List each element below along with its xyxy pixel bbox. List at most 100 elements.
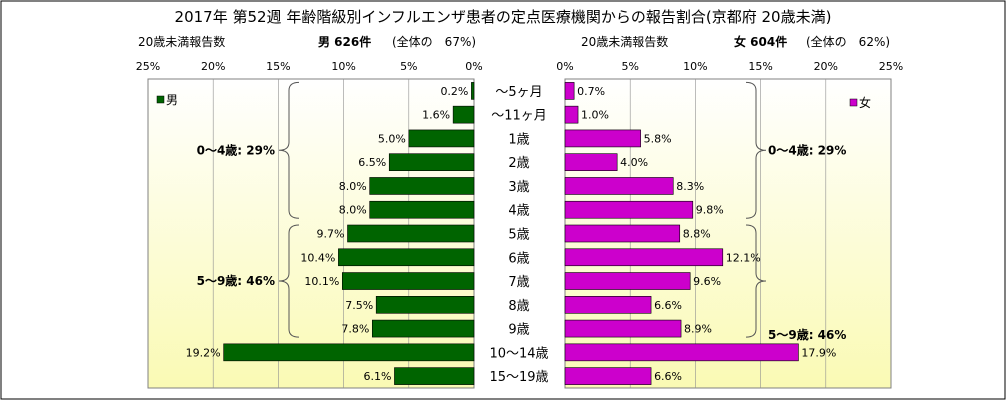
age-category-label: ～5ヶ月 bbox=[495, 85, 542, 100]
male-bar-label: 19.2% bbox=[186, 346, 221, 359]
female-bar-label: 0.7% bbox=[577, 85, 605, 98]
male-count-label: 20歳未満報告数 bbox=[138, 34, 225, 49]
age-group-brace bbox=[745, 224, 767, 338]
male-legend-label: 男 bbox=[166, 93, 178, 107]
female-bar bbox=[564, 224, 681, 243]
male-bar bbox=[223, 343, 475, 362]
male-bar-label: 10.4% bbox=[300, 251, 335, 264]
age-category-labels: ～5ヶ月 ～11ヶ月 1歳 2歳 3歳 4歳 5歳 6歳 7歳 8歳 9歳 10～14歳 15～19歳 bbox=[489, 85, 548, 385]
male-bar-label: 7.5% bbox=[345, 299, 373, 312]
female-total-label: 女 604件 bbox=[734, 34, 787, 49]
female-legend-label: 女 bbox=[859, 95, 871, 110]
female-count-label: 20歳未満報告数 bbox=[581, 34, 668, 49]
age-category-label: ～11ヶ月 bbox=[491, 109, 547, 124]
female-bars: 0.7% 1.0% 5.8% 4.0% 8.3% 9.8% 8.8% 12.1% 9.6% 6.6… bbox=[564, 82, 836, 385]
age-category-label: 1歳 bbox=[508, 132, 529, 147]
male-bar-label: 8.0% bbox=[339, 204, 367, 217]
female-bar-label: 4.0% bbox=[620, 156, 648, 169]
male-bar bbox=[452, 105, 475, 124]
age-group-brace bbox=[278, 224, 300, 338]
male-share-label: (全体の 67%) bbox=[392, 34, 476, 49]
left-tick-label: 0% bbox=[465, 60, 482, 73]
age-group-brace bbox=[745, 81, 767, 219]
age-category-label: 4歳 bbox=[508, 204, 529, 219]
female-bar-label: 6.6% bbox=[654, 299, 682, 312]
age-category-label: 15～19歳 bbox=[489, 370, 548, 385]
female-legend: 女 bbox=[849, 95, 871, 110]
right-axis-ticks: 0% 5% 10% 15% 20% 25% bbox=[556, 60, 903, 73]
male-group-annotation: 5～9歳: 46% bbox=[197, 273, 275, 288]
right-tick-label: 20% bbox=[814, 60, 838, 73]
male-bar-label: 10.1% bbox=[304, 275, 339, 288]
right-tick-label: 15% bbox=[748, 60, 772, 73]
right-tick-label: 0% bbox=[556, 60, 573, 73]
age-category-label: 10～14歳 bbox=[489, 346, 548, 361]
male-bar bbox=[369, 200, 475, 219]
left-tick-label: 5% bbox=[400, 60, 417, 73]
female-bar bbox=[564, 82, 575, 100]
female-bar bbox=[564, 153, 618, 171]
male-bar-label: 6.5% bbox=[358, 156, 386, 169]
male-bar-label: 9.7% bbox=[317, 228, 345, 241]
female-bar-label: 8.9% bbox=[684, 323, 712, 336]
male-bar bbox=[471, 82, 475, 100]
chart-title: 2017年 第52週 年齢階級別インフルエンザ患者の定点医療機関からの報告割合(… bbox=[175, 8, 832, 26]
male-bar-label: 5.0% bbox=[378, 132, 406, 145]
male-bar-label: 7.8% bbox=[341, 323, 369, 336]
male-total-label: 男 626件 bbox=[318, 34, 371, 49]
age-category-label: 3歳 bbox=[508, 180, 529, 195]
male-group-annotation: 0～4歳: 29% bbox=[197, 142, 275, 157]
left-tick-label: 20% bbox=[201, 60, 225, 73]
male-bar-label: 8.0% bbox=[339, 180, 367, 193]
age-category-label: 2歳 bbox=[508, 156, 529, 171]
male-bar-label: 6.1% bbox=[364, 370, 392, 383]
male-bar bbox=[375, 296, 475, 314]
age-category-label: 5歳 bbox=[508, 228, 529, 243]
male-legend-swatch bbox=[156, 95, 165, 104]
female-group-annotation: 0～4歳: 29% bbox=[768, 142, 846, 157]
male-bar bbox=[371, 319, 475, 338]
male-bar bbox=[369, 177, 475, 195]
female-bar-label: 6.6% bbox=[654, 370, 682, 383]
female-bar bbox=[564, 296, 652, 314]
female-group-annotation: 5～9歳: 46% bbox=[768, 327, 846, 342]
male-bar bbox=[341, 272, 475, 290]
male-bar-label: 1.6% bbox=[422, 109, 450, 122]
female-bar-label: 17.9% bbox=[801, 346, 836, 359]
female-bar bbox=[564, 319, 682, 338]
female-bar-label: 1.0% bbox=[581, 109, 609, 122]
age-group-annotations: 0～4歳: 29% 5～9歳: 46% 0～4歳: 29% 5～9歳: 46% bbox=[197, 81, 846, 342]
female-bar bbox=[564, 343, 799, 362]
right-tick-label: 5% bbox=[621, 60, 638, 73]
female-bar bbox=[564, 177, 674, 195]
female-bar bbox=[564, 272, 691, 290]
female-bar bbox=[564, 105, 579, 124]
age-category-label: 9歳 bbox=[508, 323, 529, 338]
male-bars: 0.2% 1.6% 5.0% 6.5% 8.0% 8.0% 9.7% 10.4% 10.1% 7.… bbox=[186, 82, 475, 385]
left-tick-label: 25% bbox=[136, 60, 160, 73]
female-bar-label: 9.8% bbox=[696, 204, 724, 217]
female-bar-label: 5.8% bbox=[644, 132, 672, 145]
left-tick-label: 10% bbox=[331, 60, 355, 73]
male-bar bbox=[338, 248, 475, 267]
right-tick-label: 25% bbox=[879, 60, 903, 73]
female-bar bbox=[564, 129, 641, 148]
female-bar-label: 8.8% bbox=[683, 228, 711, 241]
female-legend-swatch bbox=[849, 98, 858, 107]
age-group-brace bbox=[278, 81, 300, 219]
male-bar bbox=[408, 129, 475, 148]
female-bar-label: 8.3% bbox=[676, 180, 704, 193]
female-bar bbox=[564, 367, 652, 385]
male-bar bbox=[388, 153, 475, 171]
male-legend: 男 bbox=[156, 93, 178, 107]
right-tick-label: 10% bbox=[683, 60, 707, 73]
male-bar bbox=[347, 224, 475, 243]
female-bar-label: 12.1% bbox=[726, 251, 761, 264]
female-bar bbox=[564, 248, 724, 267]
female-share-label: (全体の 62%) bbox=[806, 34, 890, 49]
left-tick-label: 15% bbox=[266, 60, 290, 73]
female-bar bbox=[564, 200, 694, 219]
left-axis-ticks: 25% 20% 15% 10% 5% 0% bbox=[136, 60, 483, 73]
age-category-label: 7歳 bbox=[508, 275, 529, 290]
